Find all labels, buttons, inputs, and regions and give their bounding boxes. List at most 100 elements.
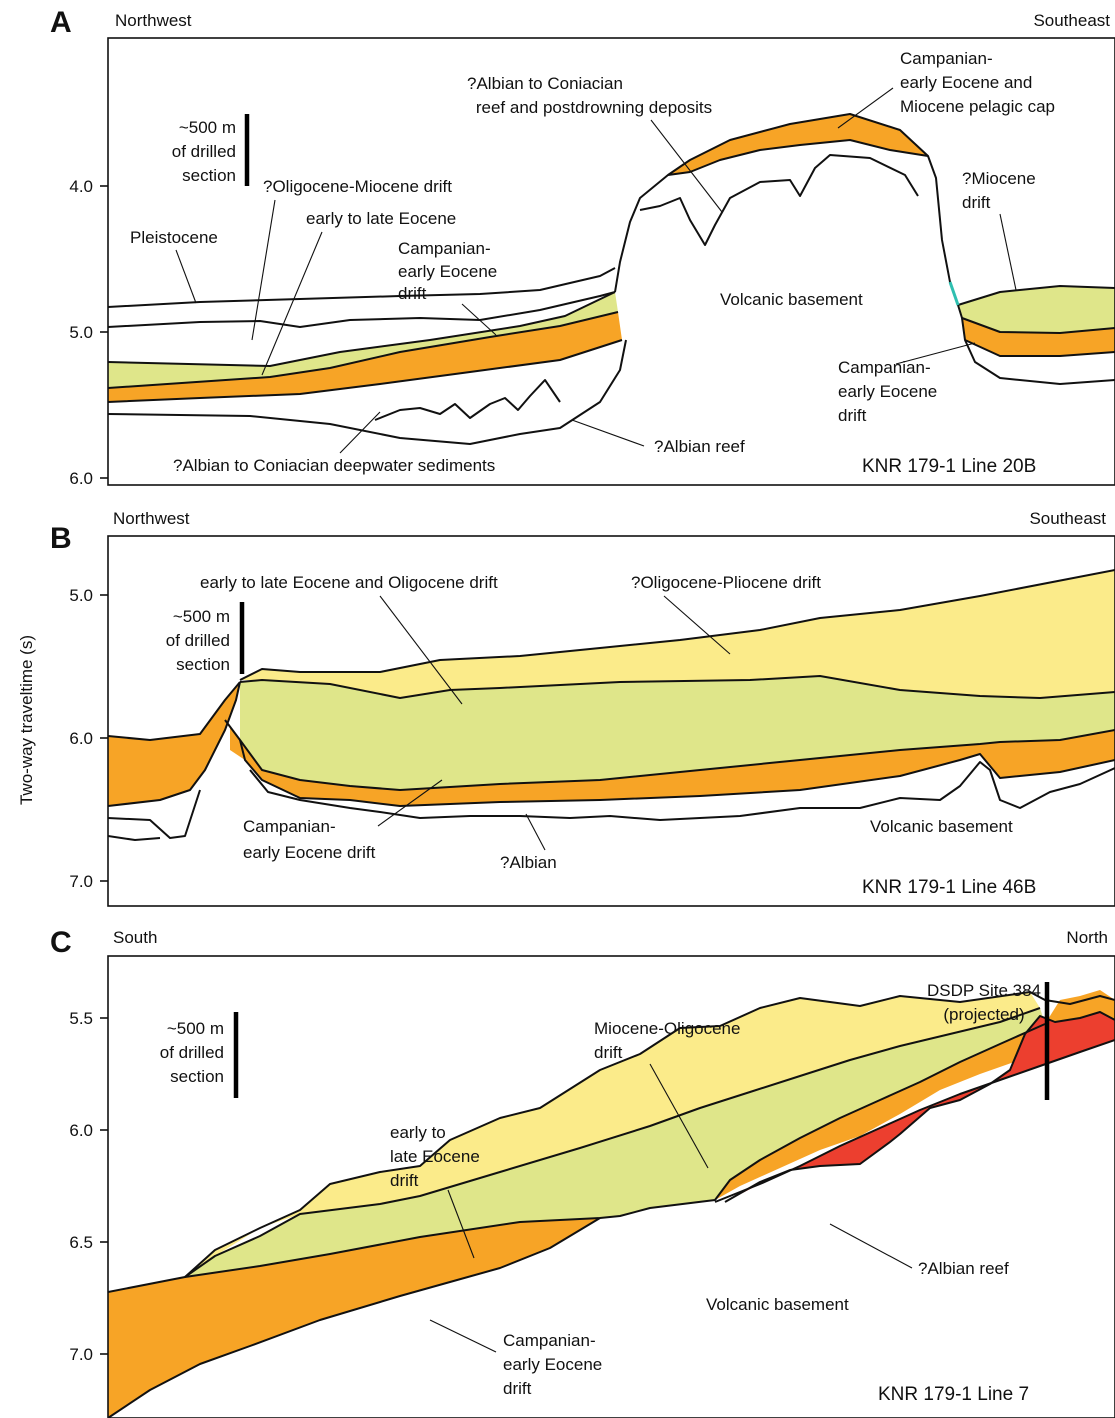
panel-a-boundary-2 — [108, 291, 616, 328]
label-a-campanian-right: early Eocene — [838, 382, 937, 401]
panel-b-scale-text: section — [176, 655, 230, 674]
panel-a-tick-label: 6.0 — [69, 469, 93, 488]
panel-a-right-green-top — [957, 285, 1115, 306]
panel-b-boundary-2 — [239, 675, 1115, 699]
panel-a-scale-text: section — [182, 166, 236, 185]
label-a-campanian-right: drift — [838, 406, 867, 425]
leader-a-albian-reef — [571, 419, 645, 447]
label-a-campanian-mid: drift — [398, 284, 427, 303]
label-a-volcanic: Volcanic basement — [720, 290, 863, 309]
panel-c-boundary-2 — [184, 1007, 1041, 1278]
panel-a-reef-base — [639, 154, 919, 246]
panel-a-line-name: KNR 179-1 Line 20B — [862, 456, 1036, 477]
label-b-volcanic: Volcanic basement — [870, 817, 1013, 836]
panel-b-boundary-3 — [224, 719, 1115, 791]
panel-a-boundary-top — [108, 267, 616, 308]
panel-c-top-boundary — [184, 991, 1115, 1278]
panel-a-cyan-accent — [948, 281, 960, 306]
panel-b-letter: B — [50, 522, 72, 555]
panel-c-red-layer — [725, 1012, 1115, 1202]
panel-a: A Northwest Southeast — [50, 6, 1115, 488]
label-a-pleistocene: Pleistocene — [130, 228, 218, 247]
label-c-early-late-eocene: drift — [390, 1171, 419, 1190]
panel-b-basement-line — [108, 681, 1115, 821]
leader-b-eocene-oligo — [379, 595, 463, 705]
leader-a-reef-top — [650, 119, 723, 213]
label-c-dsdp: (projected) — [943, 1005, 1024, 1024]
panel-c-letter: C — [50, 926, 72, 959]
label-b-campanian: Campanian- — [243, 817, 336, 836]
panel-b-tick-label: 5.0 — [69, 586, 93, 605]
panel-b-scale-text: ~500 m — [173, 607, 230, 626]
panel-c-line-name: KNR 179-1 Line 7 — [878, 1384, 1029, 1405]
label-b-oligo-pliocene: ?Oligocene-Pliocene drift — [631, 573, 821, 592]
panel-a-right-orange-top — [961, 317, 1115, 334]
panel-c-right-direction: North — [1066, 928, 1108, 947]
panel-a-green-layer — [108, 292, 618, 388]
panel-c-frame — [107, 955, 1115, 1418]
panel-c-left-direction: South — [113, 928, 157, 947]
label-c-campanian: drift — [503, 1379, 532, 1398]
label-a-deepwater: ?Albian to Coniacian deepwater sediments — [173, 456, 495, 475]
panel-c-scale-text: of drilled — [160, 1043, 224, 1062]
panel-a-tick-label: 4.0 — [69, 177, 93, 196]
label-c-early-late-eocene: late Eocene — [390, 1147, 480, 1166]
panel-a-right-direction: Southeast — [1033, 11, 1110, 30]
panel-a-boundary-3 — [108, 291, 616, 367]
panel-b: B Northwest Southeast 5.0 6 — [50, 509, 1115, 907]
panel-c-orange-right — [715, 990, 1115, 1200]
panel-a-right-green-layer — [958, 286, 1115, 333]
leader-c-miocene-oligo — [649, 1063, 709, 1169]
panel-c-orange-base — [108, 1218, 600, 1418]
panel-a-scale-text: of drilled — [172, 142, 236, 161]
label-c-volcanic: Volcanic basement — [706, 1295, 849, 1314]
panel-b-tick-label: 6.0 — [69, 729, 93, 748]
panel-a-scale-text: ~500 m — [179, 118, 236, 137]
panel-b-tick-label: 7.0 — [69, 872, 93, 891]
panel-c: C South North — [50, 926, 1115, 1418]
panel-b-top-boundary — [239, 569, 1115, 681]
panel-a-deep-reef-line — [374, 379, 561, 421]
panel-c-green-layer — [185, 1008, 1045, 1277]
panel-b-green-layer — [240, 676, 1115, 790]
panel-b-scale-text: of drilled — [166, 631, 230, 650]
label-c-early-late-eocene: early to — [390, 1123, 446, 1142]
panel-b-boundary-4 — [108, 681, 1115, 807]
leader-b-albian — [525, 813, 546, 851]
label-a-reef-top: reef and postdrowning deposits — [476, 98, 712, 117]
panel-a-left-direction: Northwest — [115, 11, 192, 30]
leader-c-early-late-eocene — [447, 1189, 475, 1259]
panel-c-red-top — [724, 1011, 1115, 1203]
label-a-oligo-miocene: ?Oligocene-Miocene drift — [263, 177, 452, 196]
panel-c-yellow-layer — [185, 992, 1040, 1277]
label-a-campanian-right: Campanian- — [838, 358, 931, 377]
label-a-pelagic-cap: early Eocene and — [900, 73, 1032, 92]
label-c-miocene-oligo: Miocene-Oligocene — [594, 1019, 740, 1038]
panel-b-frame — [107, 535, 1115, 907]
panel-c-scale-text: section — [170, 1067, 224, 1086]
leader-a-deepwater — [339, 411, 381, 454]
panel-b-deep-line — [108, 789, 201, 841]
panel-a-cap-base — [667, 139, 929, 176]
leader-a-campanian-right — [895, 342, 976, 365]
leader-a-pelagic-cap — [837, 87, 894, 129]
panel-c-tick-label: 6.5 — [69, 1233, 93, 1252]
leader-c-campanian — [429, 1319, 497, 1353]
label-a-albian-reef: ?Albian reef — [654, 437, 745, 456]
panel-c-tick-label: 5.5 — [69, 1009, 93, 1028]
y-axis-label: Two-way traveltime (s) — [17, 635, 36, 805]
label-a-miocene-drift: drift — [962, 193, 991, 212]
panel-b-left-direction: Northwest — [113, 509, 190, 528]
panel-a-frame — [107, 37, 1115, 486]
panel-c-tick-label: 7.0 — [69, 1345, 93, 1364]
label-c-miocene-oligo: drift — [594, 1043, 623, 1062]
label-c-albian-reef: ?Albian reef — [918, 1259, 1009, 1278]
label-a-campanian-mid: Campanian- — [398, 239, 491, 258]
label-c-campanian: Campanian- — [503, 1331, 596, 1350]
panel-a-letter: A — [50, 6, 72, 39]
panel-b-left-orange — [108, 682, 240, 806]
label-a-pelagic-cap: Campanian- — [900, 49, 993, 68]
label-b-eocene-oligo: early to late Eocene and Oligocene drift — [200, 573, 498, 592]
leader-b-campanian — [377, 779, 443, 827]
